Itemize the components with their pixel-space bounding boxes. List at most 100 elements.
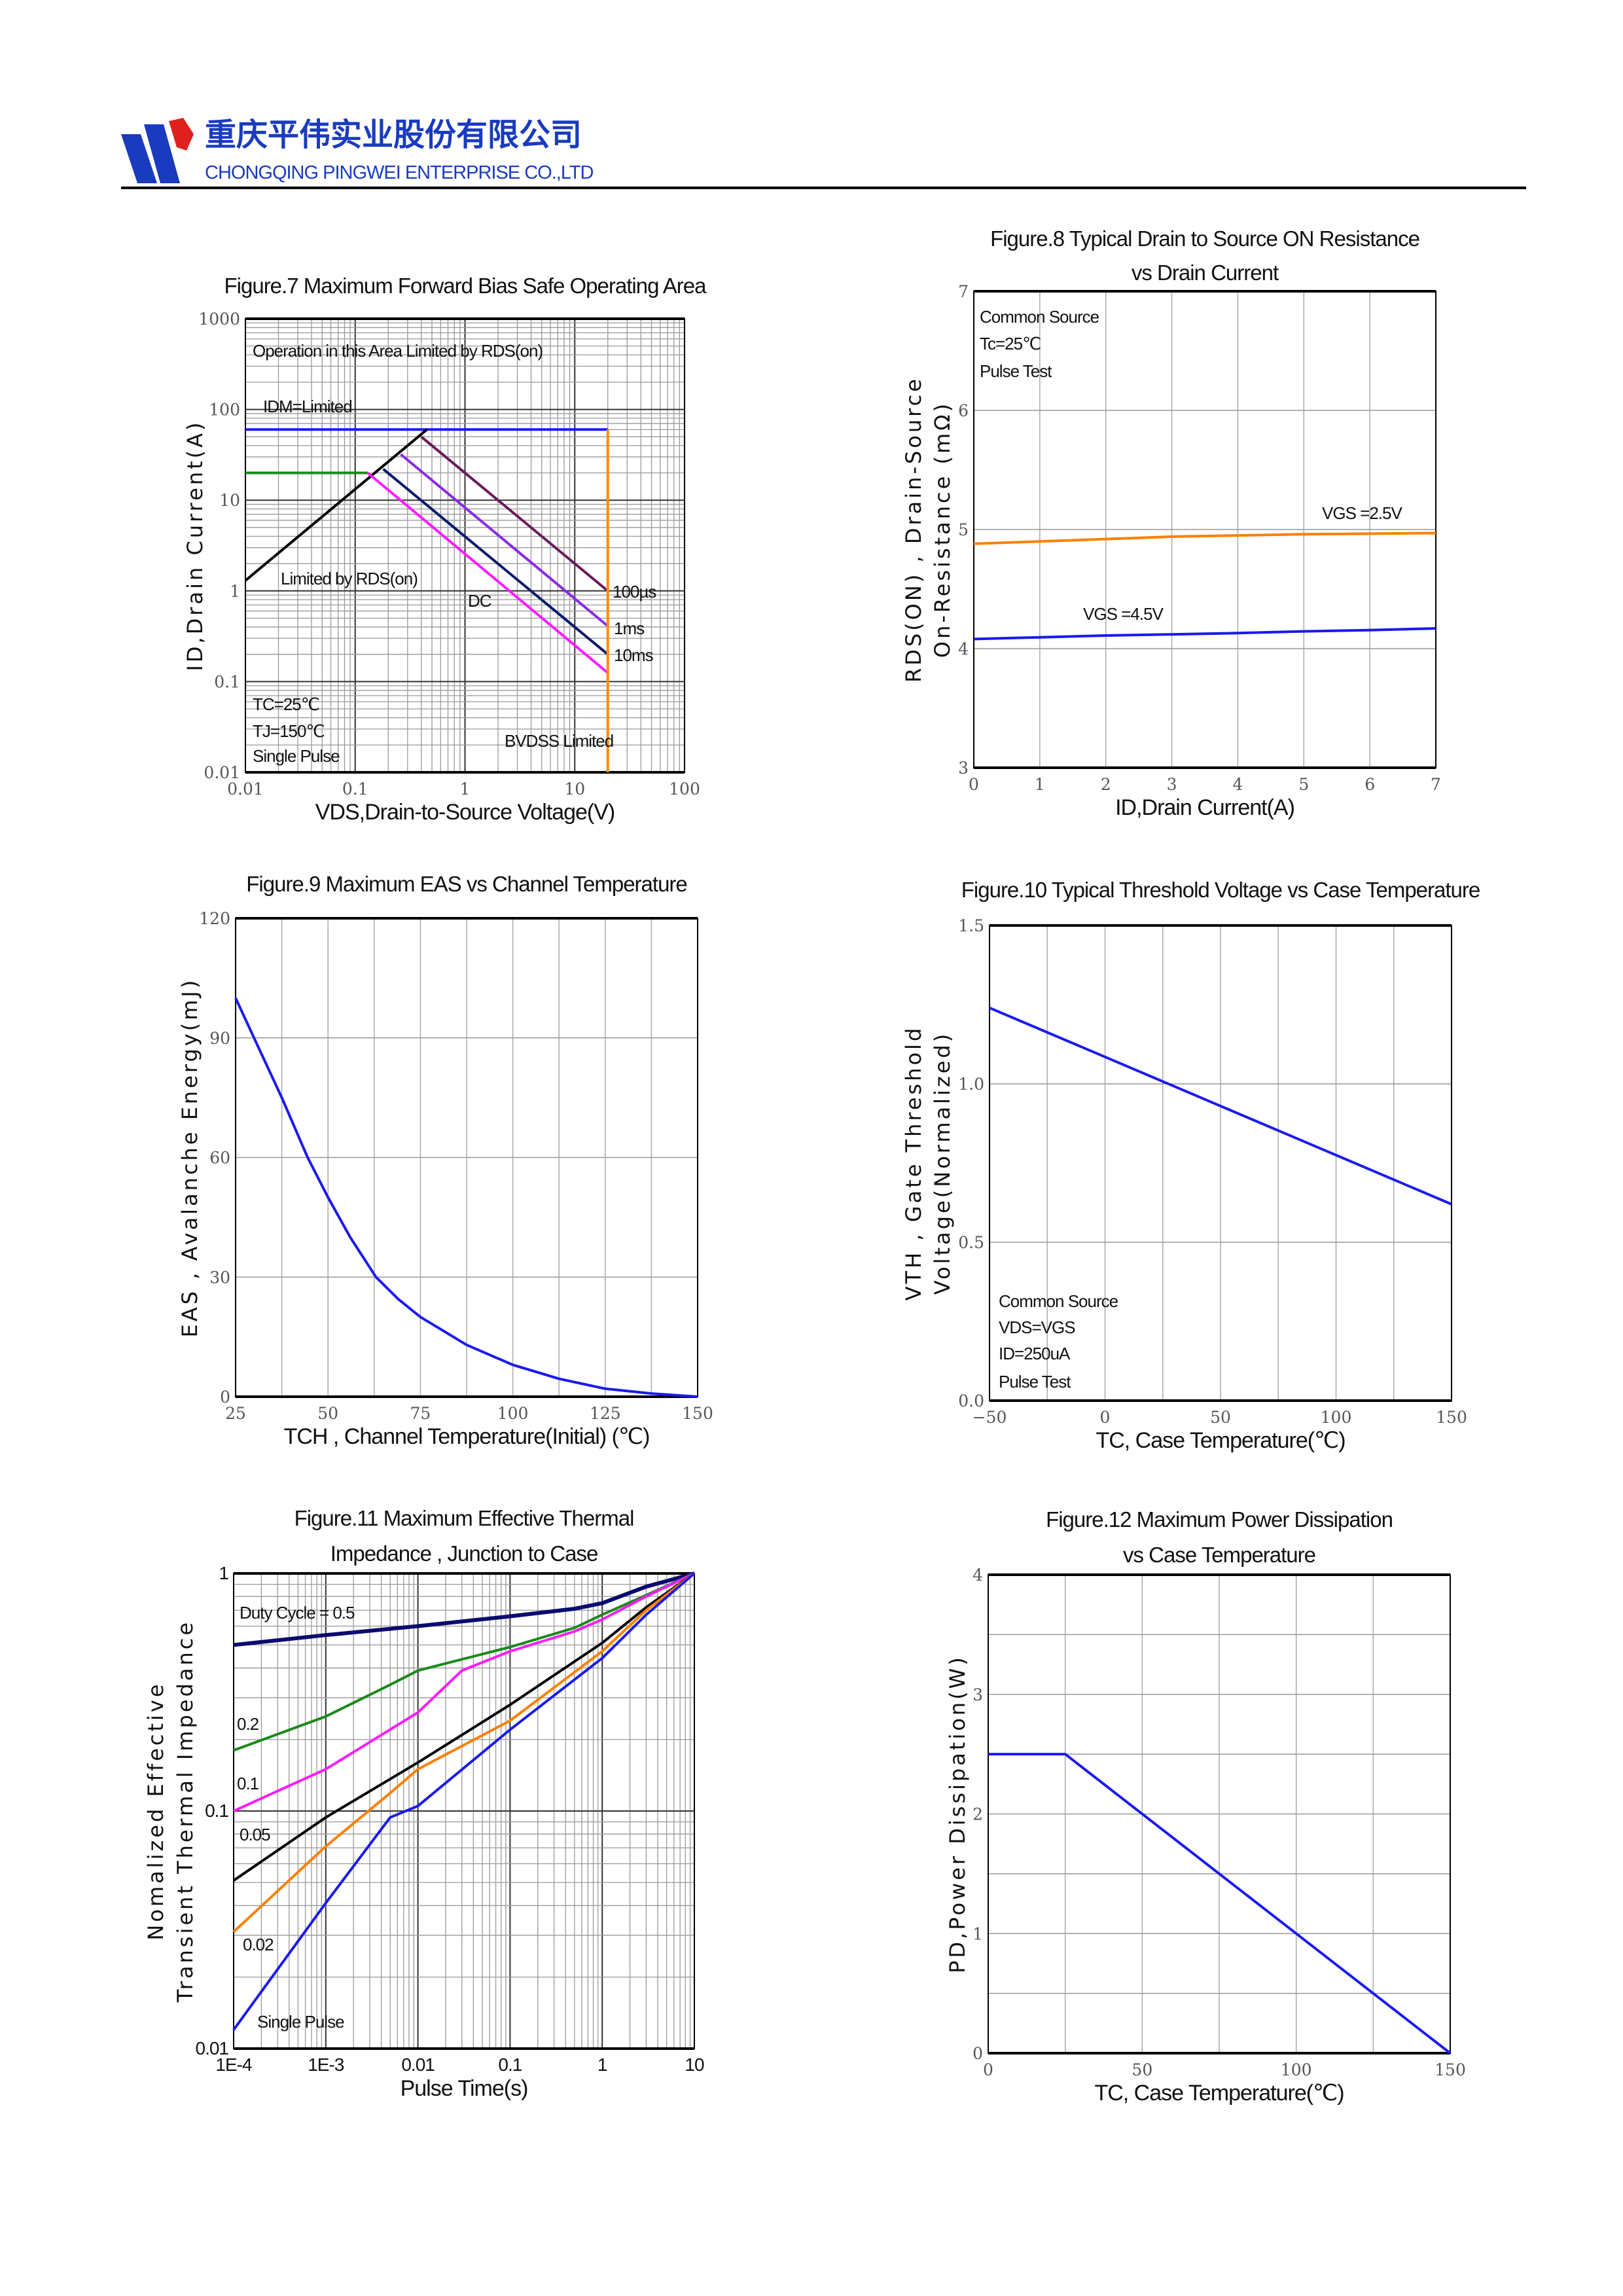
x-axis-label: ID,Drain Current(A) — [1115, 795, 1294, 820]
y-tick-label: 2 — [972, 1805, 983, 1824]
x-tick-label: 100 — [1321, 1408, 1352, 1427]
annotation-label: Tc=25℃ — [980, 334, 1041, 353]
grid — [974, 291, 1436, 768]
y-tick-label: 0.1 — [214, 672, 240, 691]
figure-title: vs Case Temperature — [1123, 1543, 1315, 1567]
series-line-4 — [400, 453, 609, 628]
x-tick-label: 10 — [564, 780, 585, 798]
annotation-label: Pulse Test — [980, 361, 1052, 381]
annotation-label: IDM=Limited — [263, 397, 352, 416]
x-axis-label: VDS,Drain-to-Source Voltage(V) — [315, 800, 615, 825]
x-tick-label: 50 — [317, 1404, 338, 1423]
y-tick-label: 0.0 — [958, 1391, 984, 1410]
header: 重庆平伟实业股份有限公司 CHONGQING PINGWEI ENTERPRIS… — [121, 117, 1526, 189]
series-line-6 — [366, 471, 609, 674]
series-line-2 — [233, 1572, 695, 1812]
y-tick-label: 3 — [972, 1685, 983, 1704]
x-tick-label: 50 — [1132, 2060, 1152, 2079]
charts: Figure.7 Maximum Forward Bias Safe Opera… — [143, 226, 1480, 2106]
grid — [988, 1575, 1450, 2053]
figure-10: Figure.10 Typical Threshold Voltage vs C… — [901, 878, 1480, 1453]
annotation-label: 10ms — [614, 645, 654, 665]
y-axis-label: EAS , Avalanche Energy(mJ) — [177, 978, 202, 1338]
annotation-label: Operation in this Area Limited by RDS(on… — [253, 341, 543, 361]
annotation-label: 0.1 — [237, 1774, 259, 1793]
y-tick-label: 7 — [958, 282, 969, 301]
x-tick-label: 150 — [1436, 1408, 1467, 1427]
figure-8: Figure.8 Typical Drain to Source ON Resi… — [901, 226, 1441, 820]
grid — [990, 925, 1452, 1401]
x-tick-label: 0.1 — [342, 780, 368, 798]
x-tick-label: 2 — [1101, 775, 1111, 794]
company-name-cn: 重庆平伟实业股份有限公司 — [205, 117, 582, 153]
y-tick-label: 6 — [958, 401, 969, 420]
annotation-label: VGS =2.5V — [1322, 503, 1402, 523]
y-tick-label: 0 — [972, 2044, 983, 2063]
y-tick-label: 3 — [958, 759, 969, 778]
annotation-label: Duty Cycle = 0.5 — [240, 1603, 355, 1623]
x-axis-label: Pulse Time(s) — [401, 2076, 528, 2101]
annotation-label: DC — [468, 591, 491, 611]
y-tick-label: 4 — [958, 639, 969, 658]
y-tick-label: 1.5 — [958, 916, 984, 935]
y-axis-label: PD,Power Dissipation(W) — [945, 1655, 970, 1973]
series-line-0 — [973, 531, 1436, 545]
figure-title: Figure.11 Maximum Effective Thermal — [294, 1506, 634, 1530]
x-tick-label: 150 — [1435, 2060, 1466, 2079]
series-line-2 — [244, 428, 428, 582]
company-logo — [121, 118, 194, 183]
figure-title: vs Drain Current — [1132, 260, 1279, 285]
x-tick-label: 0 — [1100, 1408, 1111, 1427]
series-line-3 — [420, 435, 609, 592]
series-line-4 — [232, 1572, 696, 1933]
annotation-label: TJ=150℃ — [253, 721, 325, 741]
y-tick-label: 1.0 — [958, 1075, 984, 1094]
y-tick-label: 4 — [972, 1566, 983, 1585]
y-tick-label: 1 — [219, 1563, 228, 1583]
x-tick-label: 5 — [1298, 775, 1309, 794]
annotation-label: 100µs — [613, 582, 656, 601]
y-axis-label: Transient Thermal Impedance — [173, 1620, 198, 2003]
y-tick-label: 0.1 — [205, 1801, 228, 1821]
figure-title: Figure.8 Typical Drain to Source ON Resi… — [990, 226, 1419, 251]
series-line-5 — [382, 468, 609, 656]
annotation-label: Limited by RDS(on) — [281, 569, 418, 588]
x-tick-label: 0 — [969, 775, 979, 794]
y-axis-label: Nomalized Effective — [143, 1681, 168, 1940]
x-tick-label: −50 — [972, 1408, 1007, 1427]
series-line-0 — [989, 1006, 1452, 1206]
x-tick-label: 1 — [460, 780, 471, 798]
y-axis-label: VTH , Gate Threshold — [901, 1026, 926, 1301]
figure-title: Figure.9 Maximum EAS vs Channel Temperat… — [246, 872, 687, 896]
y-axis-label: Voltage(Normalized) — [930, 1031, 955, 1295]
series-line-5 — [232, 1572, 696, 2031]
x-tick-label: 1 — [597, 2054, 607, 2075]
annotation-label: Common Source — [999, 1291, 1118, 1311]
y-tick-label: 0.5 — [958, 1233, 984, 1252]
x-tick-label: 1E-3 — [308, 2054, 344, 2075]
y-axis-label: On-Resistance (mΩ) — [930, 401, 955, 658]
series-line-1 — [233, 1572, 695, 1752]
annotation-label: 0.2 — [237, 1714, 259, 1734]
annotation-label: Single Pulse — [253, 746, 340, 766]
x-tick-label: 150 — [682, 1404, 713, 1423]
figure-7: Figure.7 Maximum Forward Bias Safe Opera… — [183, 274, 707, 825]
y-tick-label: 1 — [230, 582, 240, 601]
annotation-label: Pulse Test — [999, 1372, 1071, 1391]
x-tick-label: 1E-4 — [215, 2054, 252, 2075]
x-tick-label: 10 — [685, 2054, 704, 2075]
grid — [236, 918, 698, 1397]
x-tick-label: 3 — [1167, 775, 1177, 794]
figure-title: Figure.12 Maximum Power Dissipation — [1046, 1507, 1393, 1532]
series-line-0 — [988, 1753, 1452, 2054]
x-tick-label: 4 — [1232, 775, 1243, 794]
x-tick-label: 1 — [1035, 775, 1045, 794]
x-tick-label: 125 — [590, 1404, 621, 1423]
annotation-label: 1ms — [614, 619, 645, 638]
grid — [234, 1573, 694, 2049]
figure-title: Figure.7 Maximum Forward Bias Safe Opera… — [224, 274, 707, 298]
annotation-label: VGS =4.5V — [1083, 604, 1164, 624]
annotation-label: VDS=VGS — [999, 1318, 1075, 1337]
x-tick-label: 6 — [1364, 775, 1375, 794]
